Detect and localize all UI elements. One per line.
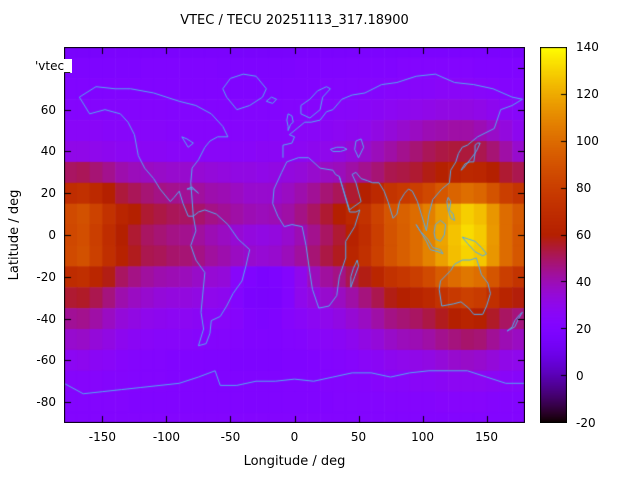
x-tick-label: 150 <box>475 430 499 444</box>
colorbar <box>540 47 567 423</box>
y-tick-label: -80 <box>36 395 56 410</box>
y-tick-label: 60 <box>40 102 56 117</box>
x-tick-label: 100 <box>411 430 434 444</box>
series-key-label: 'vtec_ <box>33 59 73 73</box>
y-tick-label: 40 <box>40 144 56 159</box>
x-tick-label: -150 <box>88 430 117 444</box>
colorbar-tick-label: 120 <box>576 87 599 101</box>
colorbar-tick-label: 60 <box>576 228 592 242</box>
colorbar-tick-label: 100 <box>576 134 599 148</box>
y-tick-label: -40 <box>36 311 56 326</box>
x-tick-label: -100 <box>152 430 181 444</box>
colorbar-tick-label: 80 <box>576 181 592 195</box>
vtec-heatmap-plot <box>64 47 525 423</box>
x-tick-label: 50 <box>350 430 367 444</box>
y-tick-label: 0 <box>48 228 56 242</box>
colorbar-tick-label: -20 <box>576 416 596 430</box>
colorbar-tick-label: 0 <box>576 369 584 383</box>
x-tick-label: 0 <box>290 430 299 444</box>
y-tick-label: -60 <box>36 353 56 368</box>
colorbar-tick-label: 20 <box>576 322 592 336</box>
y-tick-label: 20 <box>40 186 56 201</box>
chart-title: VTEC / TECU 20251113_317.18900 <box>180 13 409 28</box>
colorbar-tick-label: 40 <box>576 275 592 289</box>
x-tick-label: -50 <box>220 430 241 444</box>
colorbar-tick-label: 140 <box>576 40 599 54</box>
y-tick-label: -20 <box>36 269 56 284</box>
y-axis-label: Latitude / deg <box>7 189 22 281</box>
x-axis-label: Longitude / deg <box>243 454 346 469</box>
